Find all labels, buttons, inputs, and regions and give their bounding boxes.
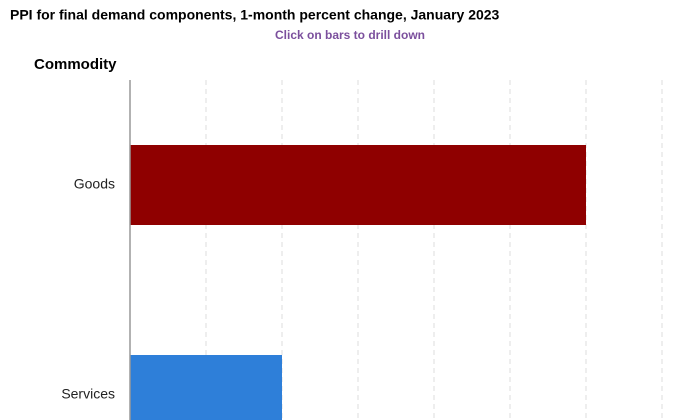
- y-tick-label: Goods: [74, 176, 115, 192]
- y-tick-label: Services: [61, 386, 115, 402]
- chart-subtitle: Click on bars to drill down: [275, 28, 425, 42]
- chart-title: PPI for final demand components, 1-month…: [10, 7, 500, 23]
- bar[interactable]: [130, 145, 586, 225]
- bar[interactable]: [130, 355, 282, 420]
- axis-title: Commodity: [34, 56, 117, 73]
